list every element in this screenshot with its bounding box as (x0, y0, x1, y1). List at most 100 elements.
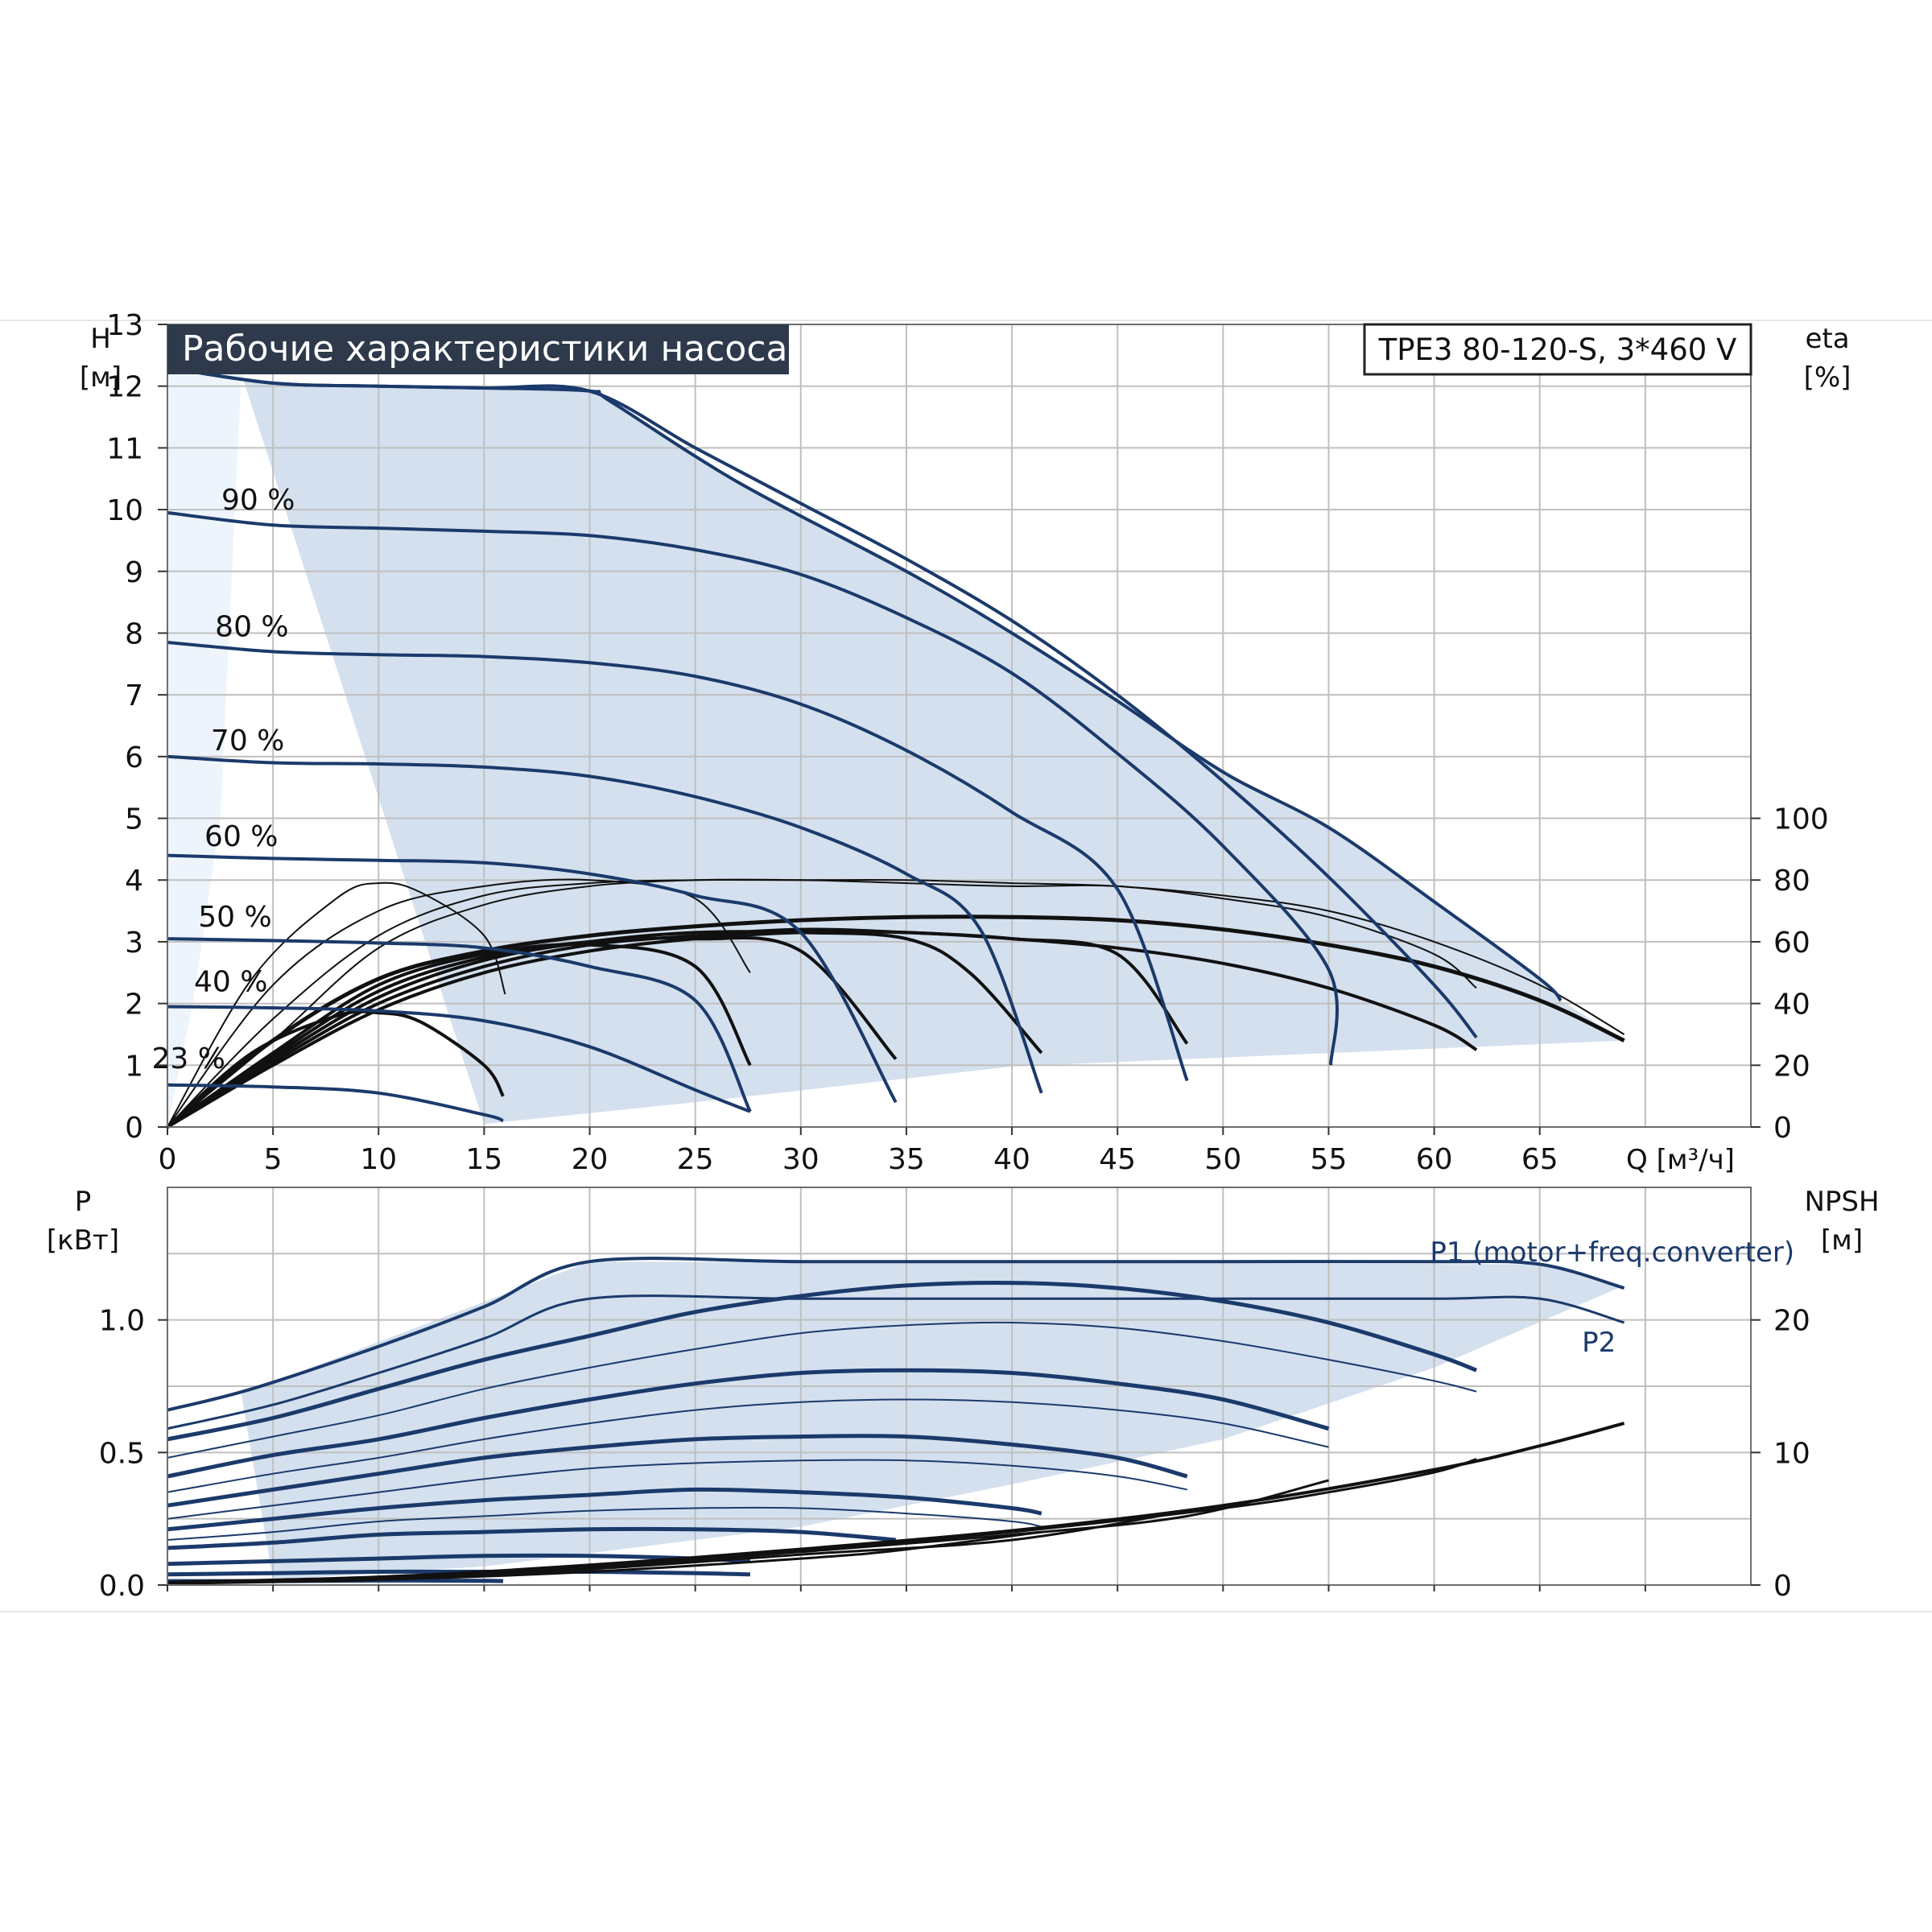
x-tick-label: 35 (888, 1143, 925, 1176)
npsh-curve (167, 1530, 1042, 1585)
power-range-fill (241, 1261, 1624, 1580)
x-tick-label: 20 (572, 1143, 609, 1176)
head-axis-label: H (90, 323, 111, 355)
efficiency-curve (166, 927, 1189, 1129)
y2-tick-label: 20 (1773, 1050, 1810, 1083)
power-curves (167, 1257, 1625, 1583)
x-tick-label: 55 (1311, 1143, 1348, 1176)
x-tick-label: 50 (1204, 1143, 1241, 1176)
x-tick-label: 10 (360, 1143, 397, 1176)
head-curve (167, 510, 1339, 1066)
head-curve (167, 937, 752, 1113)
y-tick-label: 1.0 (99, 1305, 145, 1338)
power-curve (167, 1368, 1330, 1479)
power-curve-thin (167, 1506, 1042, 1541)
speed-label: 23 % (151, 1042, 225, 1075)
low-flow-region-fill (167, 367, 242, 1127)
head-curve (167, 853, 898, 1104)
efficiency-curve-bold (166, 914, 1625, 1129)
power-curve-thin (167, 1398, 1329, 1493)
power-panel: 0.0 0.5 1.0 0 10 20 P1 (motor+freq.converter)… (47, 1186, 1880, 1603)
head-axis-unit: [м] (80, 361, 122, 394)
y-tick-label: 6 (125, 741, 143, 774)
npsh-axis-unit: [м] (1821, 1224, 1863, 1257)
model-box (1363, 323, 1752, 376)
y-tick-label: 11 (106, 432, 143, 465)
x-tick-label: 5 (264, 1143, 283, 1176)
x-tick-label: 30 (782, 1143, 819, 1176)
npsh-axis-label: NPSH (1804, 1186, 1879, 1218)
speed-label: 50 % (198, 901, 271, 934)
head-curve (167, 641, 1189, 1082)
y-tick-label: 5 (125, 803, 143, 836)
x-tick-label: 65 (1521, 1143, 1558, 1176)
efficiency-curve (166, 943, 752, 1129)
y2-tick-label: 100 (1773, 803, 1829, 836)
y-tick-label: 13 (106, 309, 143, 342)
power-curve (167, 1280, 1477, 1442)
y2-tick-label: 0 (1773, 1570, 1792, 1603)
power-curve-thin (167, 1321, 1477, 1459)
y-tick-label: 3 (125, 927, 143, 960)
speed-label: 60 % (204, 820, 278, 853)
p2-curve (167, 1294, 1625, 1430)
speed-label: 40 % (194, 965, 267, 998)
head-curve (167, 1005, 751, 1113)
y2-tick-label: 20 (1773, 1305, 1810, 1338)
y-tick-label: 0 (125, 1112, 143, 1145)
y-tick-label: 2 (125, 989, 143, 1022)
power-curve (167, 1434, 1188, 1508)
y2-tick-label: 0 (1773, 1112, 1792, 1145)
y-tick-label: 9 (125, 556, 143, 589)
head-panel: 0 5 10 15 20 25 30 35 40 45 50 55 60 6501234567891011… (80, 309, 1852, 1176)
p1-curve (167, 1257, 1625, 1412)
y2-tick-label: 10 (1773, 1437, 1810, 1470)
x-tick-label: 25 (677, 1143, 714, 1176)
power-curve (167, 1487, 1042, 1532)
power-ticks: 0.0 0.5 1.0 0 10 20 (99, 1305, 1810, 1603)
speed-label: 70 % (211, 724, 284, 758)
npsh-curve (167, 1509, 1187, 1584)
head-curve (167, 1083, 504, 1123)
y2-tick-label: 40 (1773, 989, 1810, 1022)
flow-axis-label: Q [м³/ч] (1626, 1144, 1735, 1176)
x-tick-label: 45 (1099, 1143, 1136, 1176)
title-box (167, 324, 789, 374)
head-ticks: 0 5 10 15 20 25 30 35 40 45 50 55 60 6501234567891011… (106, 309, 1829, 1176)
y-tick-label: 8 (125, 617, 143, 650)
eta-axis-label: eta (1805, 323, 1849, 355)
efficiency-curve (166, 930, 1043, 1129)
head-curve (167, 754, 1043, 1094)
efficiency-curves (166, 878, 1625, 1129)
head-curves (167, 365, 1478, 1123)
y-tick-label: 0.5 (99, 1437, 145, 1470)
y-tick-label: 1 (125, 1050, 143, 1083)
npsh-curves (167, 1422, 1625, 1585)
head-curve (167, 365, 1478, 1039)
power-plot-frame (167, 1187, 1752, 1586)
head-plot-frame (167, 324, 1752, 1128)
efficiency-curve (167, 881, 506, 1128)
model-label: TPE3 80-120-S, 3*460 V (1378, 332, 1737, 367)
x-tick-label: 40 (993, 1143, 1030, 1176)
x-tick-label: 15 (465, 1143, 502, 1176)
power-curve-thin (167, 1459, 1187, 1520)
y2-tick-label: 80 (1773, 865, 1810, 898)
speed-label: 80 % (215, 610, 288, 643)
y2-tick-label: 60 (1773, 927, 1810, 960)
efficiency-curve (167, 878, 751, 1128)
power-labels: P1 (motor+freq.converter) P2 (1430, 1236, 1794, 1359)
power-range-area (241, 1261, 1624, 1580)
power-axis-unit: [кВт] (47, 1224, 119, 1257)
eta-axis-unit: [%] (1804, 361, 1852, 394)
x-tick-label: 60 (1416, 1143, 1453, 1176)
efficiency-curve (167, 878, 1625, 1128)
speed-label: 90 % (221, 484, 295, 517)
y-tick-label: 10 (106, 494, 143, 527)
y-tick-label: 7 (125, 679, 143, 712)
x-tick-label: 0 (159, 1143, 177, 1176)
y-tick-label: 4 (125, 865, 143, 898)
y-tick-label: 12 (106, 371, 143, 404)
power-curve-label: P1 (motor+freq.converter) (1430, 1236, 1794, 1269)
